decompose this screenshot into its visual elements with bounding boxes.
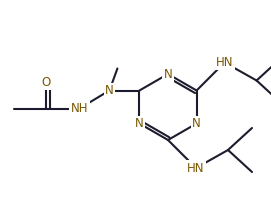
Text: NH: NH	[71, 102, 88, 115]
Text: O: O	[42, 76, 51, 89]
Text: N: N	[192, 117, 201, 130]
Text: N: N	[105, 84, 114, 97]
Text: N: N	[164, 67, 172, 80]
Text: N: N	[135, 117, 144, 130]
Text: HN: HN	[187, 162, 205, 174]
Text: HN: HN	[216, 56, 233, 69]
